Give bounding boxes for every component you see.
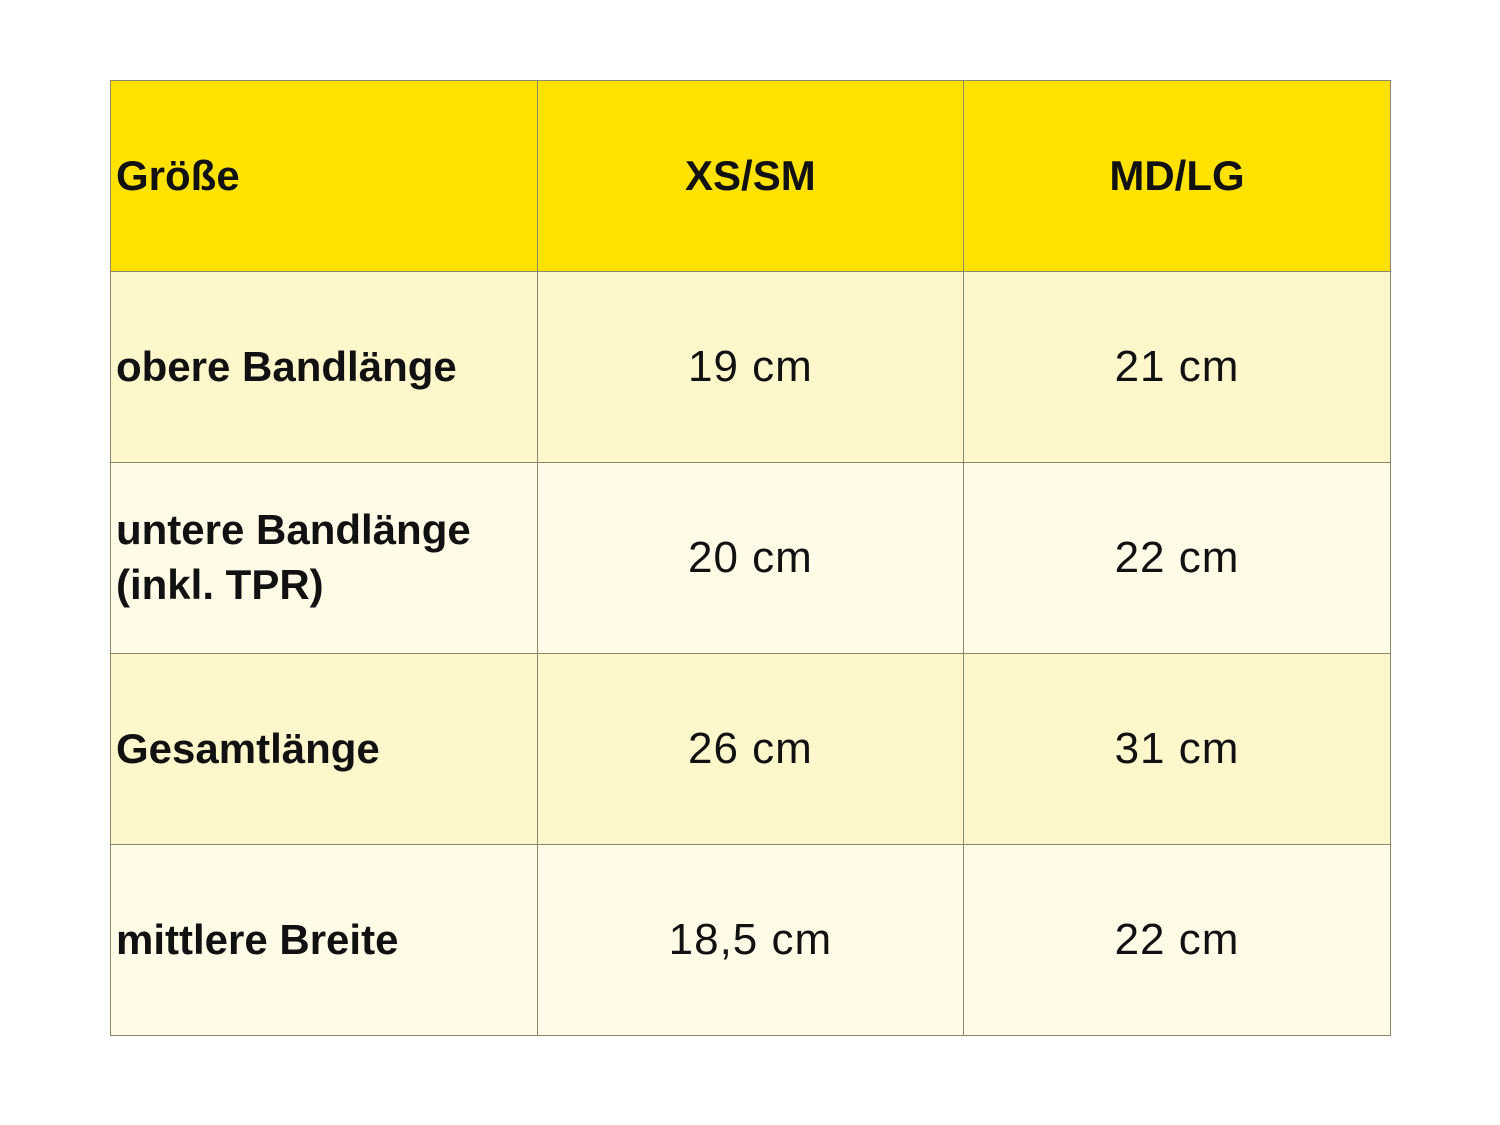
- table-row: obere Bandlänge 19 cm 21 cm: [110, 271, 1391, 463]
- header-md-lg: MD/LG: [963, 80, 1391, 272]
- table-row: mittlere Breite 18,5 cm 22 cm: [110, 844, 1391, 1036]
- row-label-text: obere Bandlänge: [116, 342, 457, 390]
- cell-xs-sm: 18,5 cm: [536, 844, 965, 1036]
- row-label-text: untere Bandlänge: [116, 506, 471, 554]
- table-row: untere Bandlänge (inkl. TPR) 20 cm 22 cm: [110, 462, 1391, 654]
- cell-md-lg: 22 cm: [963, 844, 1391, 1036]
- row-label: untere Bandlänge (inkl. TPR): [110, 462, 538, 654]
- row-label-subtext: (inkl. TPR): [116, 561, 324, 608]
- cell-md-lg: 21 cm: [963, 271, 1391, 463]
- cell-xs-sm: 20 cm: [536, 462, 965, 654]
- header-row: Größe XS/SM MD/LG: [110, 80, 1391, 272]
- row-label: mittlere Breite: [110, 844, 538, 1036]
- cell-md-lg: 22 cm: [963, 462, 1391, 654]
- cell-xs-sm: 26 cm: [536, 653, 965, 845]
- header-xs-sm: XS/SM: [536, 80, 965, 272]
- row-label-text: Gesamtlänge: [116, 724, 380, 772]
- header-size: Größe: [110, 80, 538, 272]
- size-table: Größe XS/SM MD/LG obere Bandlänge 19 cm …: [110, 80, 1391, 1036]
- cell-md-lg: 31 cm: [963, 653, 1391, 845]
- table-row: Gesamtlänge 26 cm 31 cm: [110, 653, 1391, 845]
- row-label: obere Bandlänge: [110, 271, 538, 463]
- row-label: Gesamtlänge: [110, 653, 538, 845]
- cell-xs-sm: 19 cm: [536, 271, 965, 463]
- row-label-text: mittlere Breite: [116, 915, 399, 963]
